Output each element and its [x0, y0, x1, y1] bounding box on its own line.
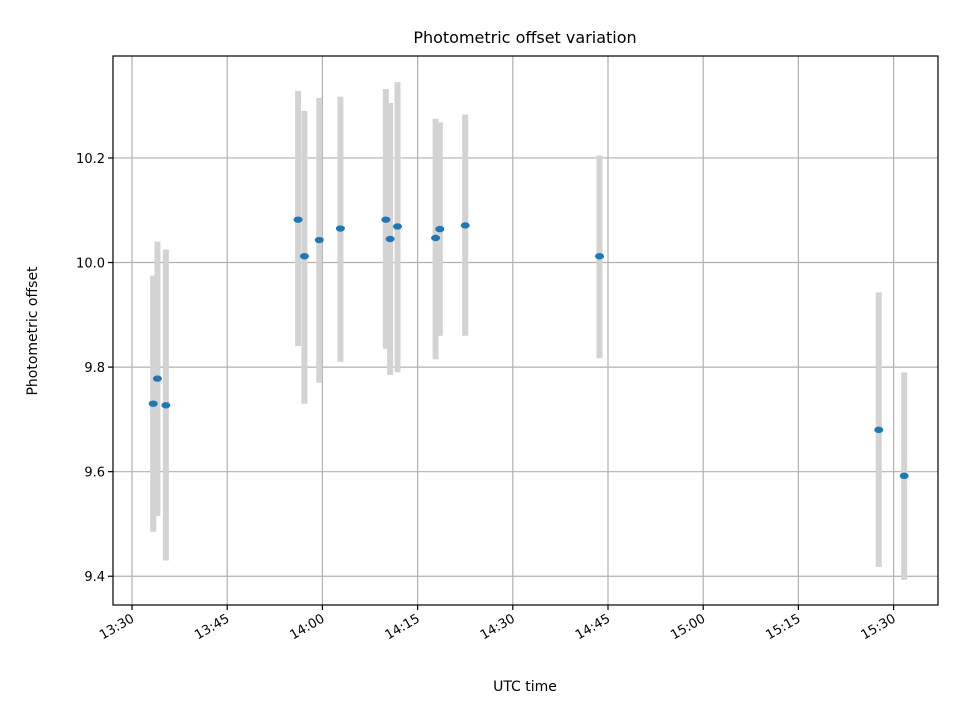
data-point	[299, 253, 309, 260]
y-axis-label: Photometric offset	[25, 266, 41, 396]
data-points	[148, 216, 909, 480]
data-point	[595, 253, 605, 260]
x-axis-label: UTC time	[493, 679, 557, 695]
y-axis-ticks: 9.4 9.6 9.8 10.0 10.2	[76, 152, 113, 585]
data-point	[152, 375, 162, 382]
y-tick-label: 9.6	[84, 466, 105, 481]
x-tick-label: 14:15	[383, 611, 423, 643]
x-tick-label: 15:30	[859, 611, 899, 643]
grid-lines	[113, 56, 938, 605]
plot-frame	[112, 55, 939, 606]
data-point	[393, 223, 403, 230]
x-tick-label: 13:30	[97, 611, 137, 643]
x-tick-label: 13:45	[192, 611, 232, 643]
data-point	[161, 402, 171, 409]
data-point	[335, 225, 345, 232]
data-point	[460, 222, 470, 229]
data-point	[293, 216, 303, 223]
x-axis-ticks: 13:30 13:45 14:00 14:15 14:30 14:45 15:00 15:15…	[97, 605, 899, 643]
data-point	[899, 472, 909, 480]
data-point	[435, 225, 445, 233]
x-tick-label: 15:15	[763, 611, 803, 643]
data-point	[148, 400, 158, 407]
error-bars	[150, 82, 908, 580]
data-point	[385, 235, 395, 243]
data-point	[314, 236, 324, 244]
x-tick-label: 15:00	[668, 611, 708, 643]
chart-title: Photometric offset variation	[413, 28, 636, 47]
y-tick-label: 9.4	[84, 570, 105, 585]
y-tick-label: 9.8	[84, 361, 105, 376]
x-tick-label: 14:30	[478, 611, 518, 643]
data-point	[431, 234, 441, 242]
data-point	[381, 216, 391, 223]
data-point	[874, 426, 884, 434]
x-tick-label: 14:00	[287, 611, 327, 643]
x-tick-label: 14:45	[573, 611, 613, 643]
y-tick-label: 10.2	[76, 152, 105, 167]
y-tick-label: 10.0	[76, 257, 105, 272]
